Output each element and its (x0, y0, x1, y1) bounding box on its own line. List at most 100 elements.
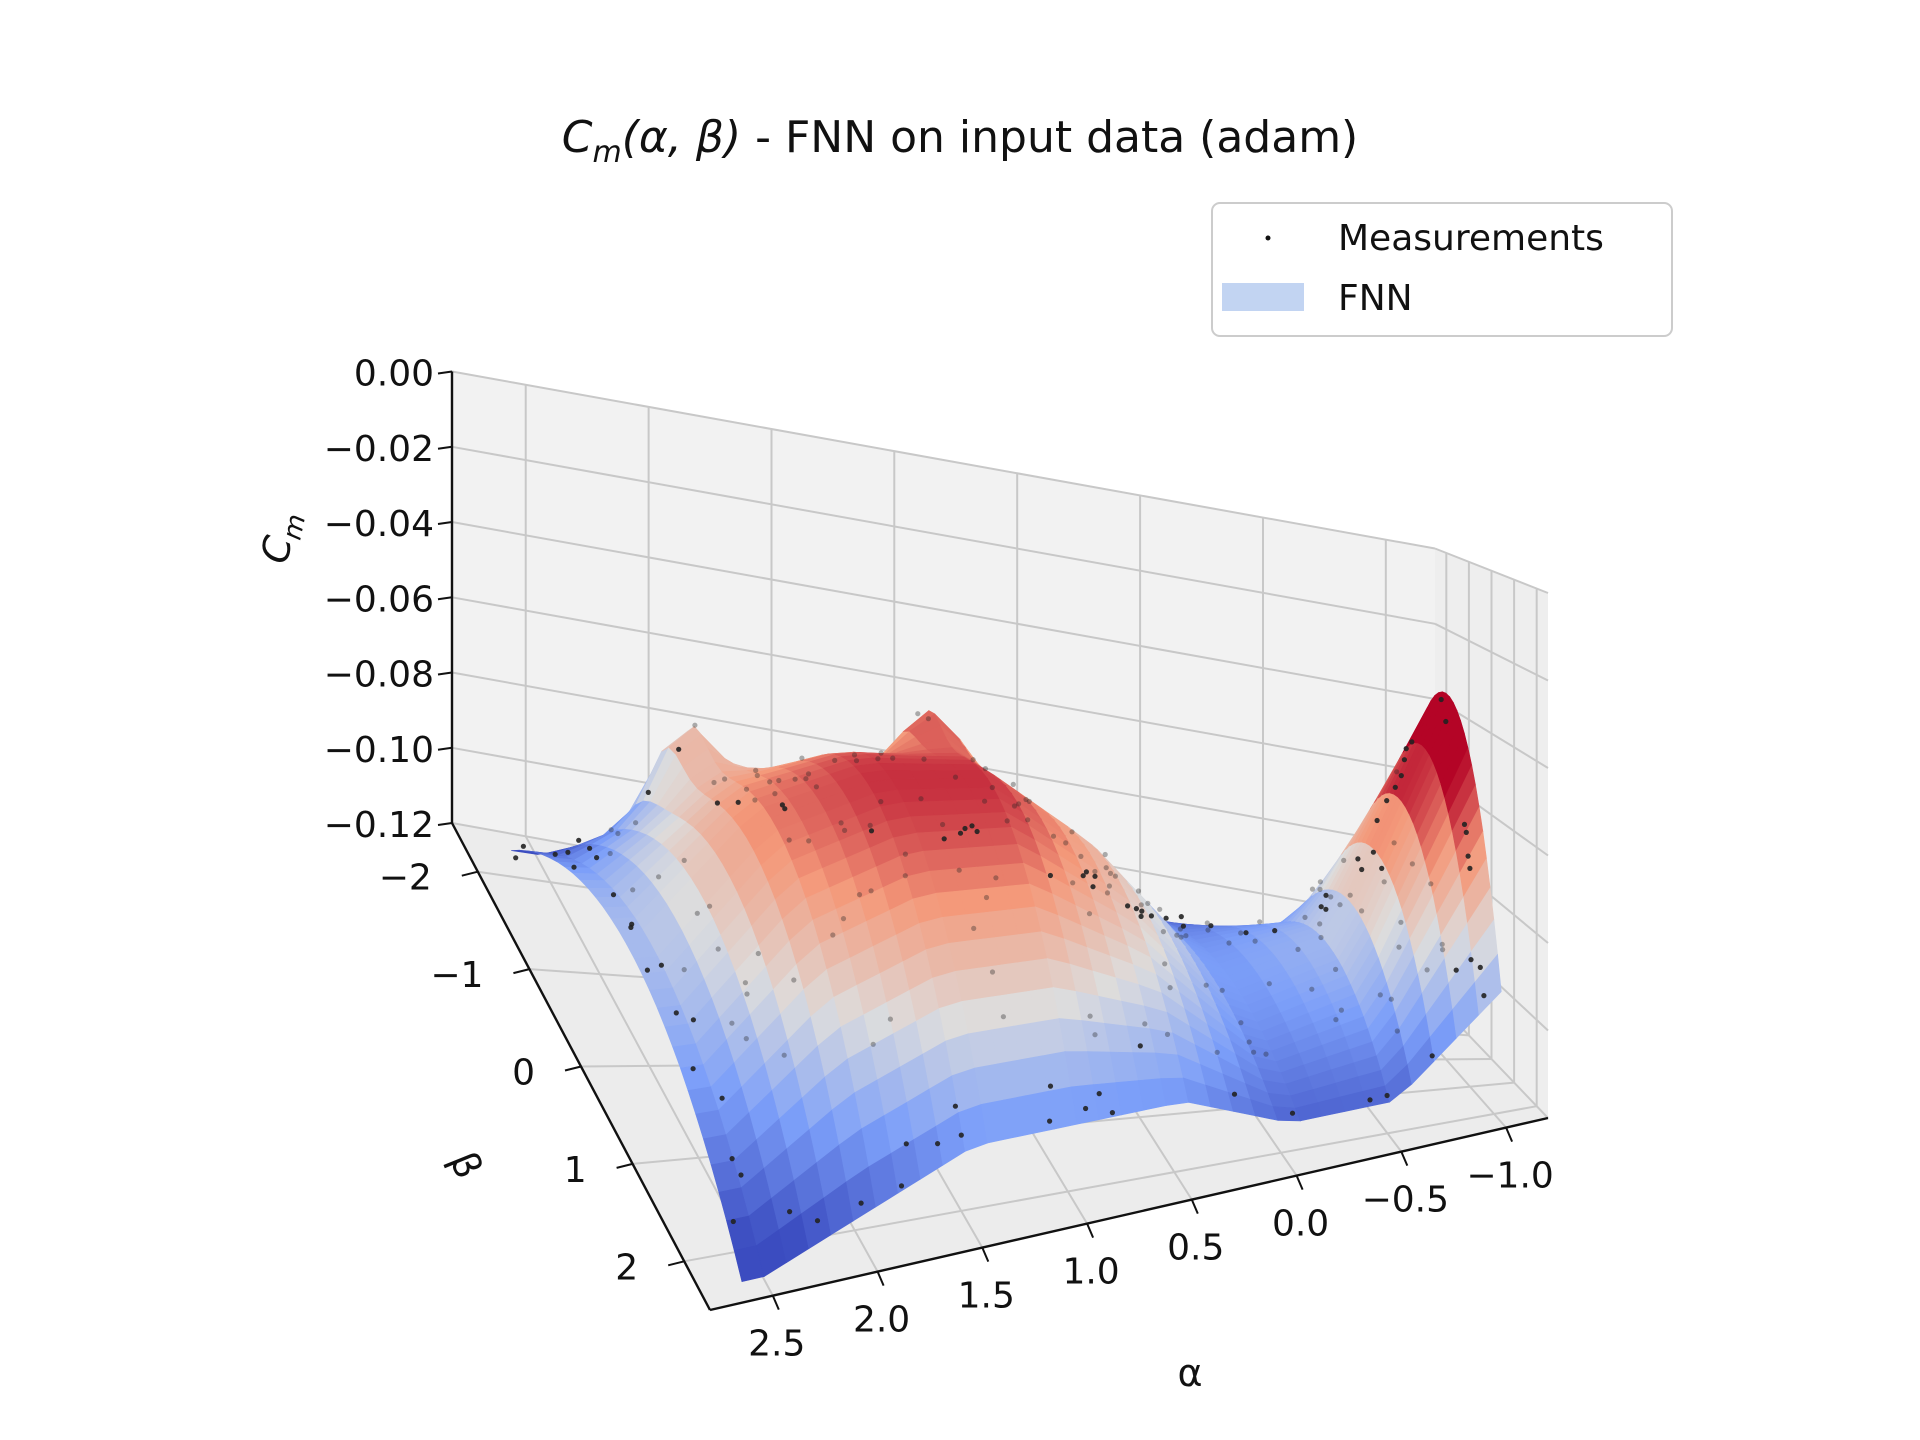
measurement-point (608, 827, 614, 833)
z-tick-label: −0.02 (324, 429, 434, 470)
measurement-point (1394, 1028, 1400, 1034)
measurement-point (1016, 801, 1022, 807)
measurement-point (1157, 906, 1163, 912)
measurement-point (803, 776, 809, 782)
chart-title: Cm(α, β) - FNN on input data (adam) (562, 112, 1358, 170)
measurement-point (1219, 987, 1225, 993)
grid-line (1434, 547, 1549, 594)
measurement-point (1333, 966, 1339, 973)
measurement-point (1083, 1105, 1089, 1112)
y-tick-label: 0 (512, 1053, 535, 1094)
measurement-point (1047, 1083, 1054, 1089)
axis-lines (437, 370, 1549, 1312)
measurement-point (969, 823, 975, 829)
measurement-point (1394, 769, 1400, 775)
measurement-point (1106, 883, 1112, 889)
measurement-point (1086, 911, 1093, 917)
measurement-point (755, 950, 761, 957)
measurement-point (753, 767, 759, 774)
measurement-point (1440, 947, 1446, 953)
x-tick-mark (771, 1295, 780, 1310)
measurement-point (782, 806, 788, 812)
measurement-point (918, 796, 924, 802)
measurement-point (1467, 865, 1473, 872)
measurement-point (842, 827, 848, 834)
x-tick-mark (1505, 1127, 1514, 1142)
grid-line (451, 521, 1436, 700)
measurement-point (925, 716, 932, 722)
z-tick-mark (437, 370, 453, 375)
measurement-point (935, 1141, 941, 1147)
measurement-point (1107, 870, 1114, 877)
measurement-point (902, 851, 909, 857)
measurement-point (571, 864, 577, 870)
measurement-point (915, 711, 921, 717)
measurement-point (1398, 919, 1404, 925)
measurement-point (1167, 985, 1173, 991)
measurement-point (1142, 1021, 1148, 1027)
measurement-point (1174, 932, 1180, 938)
measurement-point (1183, 933, 1189, 939)
measurement-point (1424, 967, 1430, 973)
z-tick-mark (437, 521, 453, 525)
measurement-point (1384, 1092, 1390, 1099)
x-tick-label: −0.5 (1362, 1180, 1449, 1221)
measurement-point (1295, 946, 1301, 953)
measurement-point (1465, 853, 1471, 859)
measurement-point (851, 752, 858, 758)
measurement-point (983, 894, 990, 901)
measurement-point (1231, 1091, 1238, 1097)
measurement-point (989, 969, 996, 975)
measurement-point (1481, 993, 1487, 999)
measurement-point (878, 750, 884, 756)
measurement-point (1226, 940, 1232, 946)
measurement-point (786, 837, 792, 843)
measurement-point (1103, 865, 1109, 871)
measurement-point (1443, 718, 1449, 725)
grid-line (1434, 622, 1549, 682)
y-tick-mark (667, 1260, 685, 1267)
measurement-point (644, 967, 651, 973)
measurement-point (806, 838, 812, 844)
measurement-point (690, 1066, 696, 1072)
surface-patch (1474, 953, 1502, 1016)
measurement-point (729, 1156, 735, 1162)
measurement-point (594, 855, 600, 861)
measurement-point (1163, 915, 1169, 921)
measurement-point (832, 757, 838, 764)
measurement-point (754, 772, 760, 779)
measurement-point (799, 755, 805, 761)
measurement-point (1252, 938, 1258, 944)
measurement-point (1317, 921, 1323, 927)
measurement-point (1317, 879, 1323, 885)
measurement-point (1309, 886, 1316, 892)
measurement-point (681, 967, 687, 973)
measurement-point (1125, 903, 1131, 909)
measurement-point (1070, 880, 1076, 886)
measurement-point (1205, 927, 1211, 933)
measurement-point (743, 786, 750, 792)
measurement-point (1401, 757, 1407, 763)
measurement-point (719, 1095, 725, 1101)
measurement-point (587, 845, 593, 851)
measurement-point (1341, 857, 1347, 864)
measurement-point (974, 828, 980, 835)
y-tick-label: −1 (430, 955, 483, 996)
measurement-point (1160, 929, 1166, 935)
measurement-point (887, 1016, 894, 1022)
measurement-point (1381, 879, 1387, 885)
measurement-point (1178, 934, 1184, 940)
measurement-point (615, 830, 621, 837)
measurement-point (694, 910, 700, 916)
z-tick-label: −0.04 (324, 504, 434, 545)
measurement-point (1011, 803, 1018, 809)
measurement-point (1438, 696, 1444, 703)
measurement-point (633, 820, 639, 826)
measurement-point (1355, 856, 1361, 862)
measurement-point (714, 800, 721, 806)
measurement-point (1004, 818, 1010, 824)
measurement-point (744, 991, 750, 997)
measurement-point (838, 820, 844, 826)
measurement-point (1302, 914, 1308, 921)
measurement-point (1177, 926, 1183, 932)
